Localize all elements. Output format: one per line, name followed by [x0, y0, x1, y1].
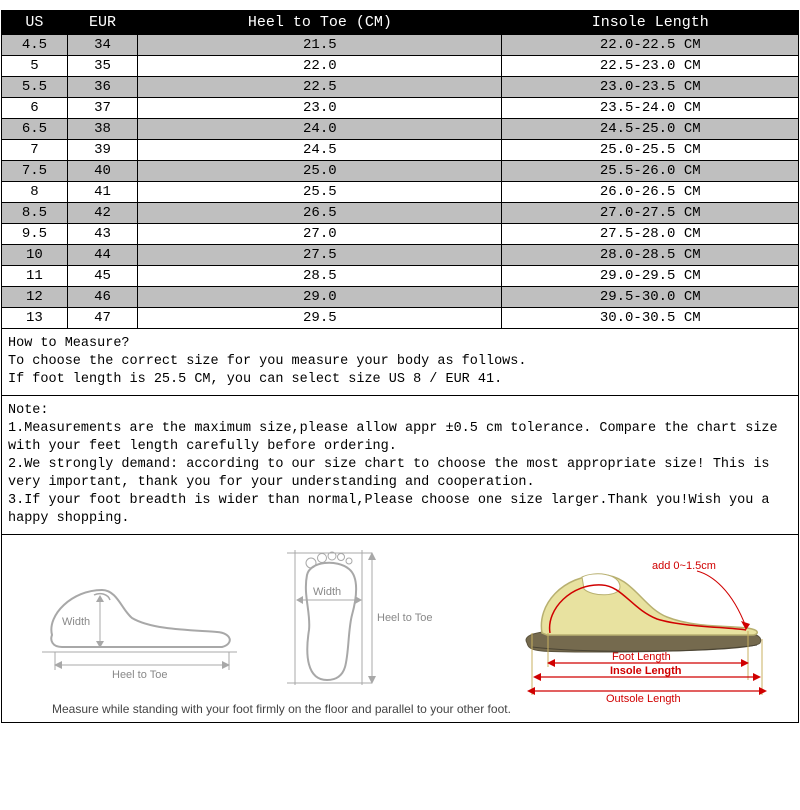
table-cell: 29.0-29.5 CM: [502, 266, 799, 287]
table-row: 4.53421.522.0-22.5 CM: [2, 35, 799, 56]
size-chart-table: US EUR Heel to Toe (CM) Insole Length 4.…: [1, 10, 799, 329]
table-cell: 26.0-26.5 CM: [502, 182, 799, 203]
side-heel-toe-label: Heel to Toe: [112, 669, 167, 681]
table-cell: 30.0-30.5 CM: [502, 308, 799, 329]
col-insole-length: Insole Length: [502, 11, 799, 35]
table-cell: 22.5-23.0 CM: [502, 56, 799, 77]
table-row: 104427.528.0-28.5 CM: [2, 245, 799, 266]
outsole-length-label: Outsole Length: [606, 693, 681, 705]
table-header-row: US EUR Heel to Toe (CM) Insole Length: [2, 11, 799, 35]
table-row: 84125.526.0-26.5 CM: [2, 182, 799, 203]
how-to-measure-title: How to Measure?: [8, 336, 130, 351]
foot-side-diagram: Width Heel to Toe: [22, 540, 252, 690]
table-cell: 38: [67, 119, 137, 140]
table-cell: 41: [67, 182, 137, 203]
table-row: 63723.023.5-24.0 CM: [2, 98, 799, 119]
table-cell: 47: [67, 308, 137, 329]
table-cell: 37: [67, 98, 137, 119]
diagram-caption: Measure while standing with your foot fi…: [52, 702, 511, 716]
table-cell: 21.5: [138, 35, 502, 56]
table-cell: 29.0: [138, 287, 502, 308]
table-cell: 7.5: [2, 161, 68, 182]
note-box: Note: 1.Measurements are the maximum siz…: [1, 396, 799, 535]
table-cell: 34: [67, 35, 137, 56]
table-cell: 8: [2, 182, 68, 203]
note-item3: 3.If your foot breadth is wider than nor…: [8, 493, 778, 526]
table-cell: 35: [67, 56, 137, 77]
table-cell: 13: [2, 308, 68, 329]
table-cell: 26.5: [138, 203, 502, 224]
table-cell: 25.0: [138, 161, 502, 182]
table-cell: 27.5: [138, 245, 502, 266]
table-row: 9.54327.027.5-28.0 CM: [2, 224, 799, 245]
note-title: Note:: [8, 403, 49, 418]
table-cell: 9.5: [2, 224, 68, 245]
table-row: 6.53824.024.5-25.0 CM: [2, 119, 799, 140]
table-cell: 28.0-28.5 CM: [502, 245, 799, 266]
table-cell: 8.5: [2, 203, 68, 224]
table-cell: 5: [2, 56, 68, 77]
table-row: 7.54025.025.5-26.0 CM: [2, 161, 799, 182]
col-eur: EUR: [67, 11, 137, 35]
note-item1: 1.Measurements are the maximum size,plea…: [8, 421, 786, 454]
col-us: US: [2, 11, 68, 35]
table-row: 134729.530.0-30.5 CM: [2, 308, 799, 329]
foot-length-label: Foot Length: [612, 651, 671, 663]
table-cell: 29.5: [138, 308, 502, 329]
table-cell: 25.0-25.5 CM: [502, 140, 799, 161]
table-cell: 23.0: [138, 98, 502, 119]
table-cell: 6: [2, 98, 68, 119]
table-cell: 25.5: [138, 182, 502, 203]
table-cell: 24.5-25.0 CM: [502, 119, 799, 140]
table-cell: 12: [2, 287, 68, 308]
table-cell: 23.0-23.5 CM: [502, 77, 799, 98]
table-cell: 24.0: [138, 119, 502, 140]
top-heel-toe-label: Heel to Toe: [377, 612, 432, 624]
table-cell: 25.5-26.0 CM: [502, 161, 799, 182]
table-cell: 10: [2, 245, 68, 266]
table-cell: 46: [67, 287, 137, 308]
table-row: 53522.022.5-23.0 CM: [2, 56, 799, 77]
col-heel-to-toe: Heel to Toe (CM): [138, 11, 502, 35]
table-cell: 42: [67, 203, 137, 224]
table-cell: 29.5-30.0 CM: [502, 287, 799, 308]
table-cell: 45: [67, 266, 137, 287]
table-cell: 28.5: [138, 266, 502, 287]
table-cell: 44: [67, 245, 137, 266]
table-cell: 27.0-27.5 CM: [502, 203, 799, 224]
table-cell: 11: [2, 266, 68, 287]
page: US EUR Heel to Toe (CM) Insole Length 4.…: [0, 10, 800, 810]
foot-top-diagram: Width Heel to Toe: [277, 535, 447, 705]
how-to-measure-line2: If foot length is 25.5 CM, you can selec…: [8, 372, 502, 387]
table-row: 114528.529.0-29.5 CM: [2, 266, 799, 287]
table-row: 73924.525.0-25.5 CM: [2, 140, 799, 161]
shoe-diagram: add 0~1.5cm Foot Length Insole Length Ou…: [502, 535, 792, 705]
table-cell: 4.5: [2, 35, 68, 56]
table-cell: 40: [67, 161, 137, 182]
table-cell: 23.5-24.0 CM: [502, 98, 799, 119]
table-cell: 5.5: [2, 77, 68, 98]
table-row: 124629.029.5-30.0 CM: [2, 287, 799, 308]
note-item2: 2.We strongly demand: according to our s…: [8, 457, 778, 490]
table-cell: 27.0: [138, 224, 502, 245]
add-label: add 0~1.5cm: [652, 560, 716, 572]
table-cell: 22.0: [138, 56, 502, 77]
table-cell: 6.5: [2, 119, 68, 140]
table-cell: 27.5-28.0 CM: [502, 224, 799, 245]
diagram-box: Width Heel to Toe: [1, 535, 799, 723]
table-cell: 36: [67, 77, 137, 98]
table-cell: 39: [67, 140, 137, 161]
table-cell: 7: [2, 140, 68, 161]
how-to-measure-line1: To choose the correct size for you measu…: [8, 354, 526, 369]
table-cell: 24.5: [138, 140, 502, 161]
insole-length-label: Insole Length: [610, 665, 682, 677]
table-row: 5.53622.523.0-23.5 CM: [2, 77, 799, 98]
table-cell: 22.5: [138, 77, 502, 98]
side-width-label: Width: [62, 616, 90, 628]
top-width-label: Width: [313, 586, 341, 598]
how-to-measure-box: How to Measure? To choose the correct si…: [1, 329, 799, 396]
table-cell: 43: [67, 224, 137, 245]
table-row: 8.54226.527.0-27.5 CM: [2, 203, 799, 224]
table-cell: 22.0-22.5 CM: [502, 35, 799, 56]
